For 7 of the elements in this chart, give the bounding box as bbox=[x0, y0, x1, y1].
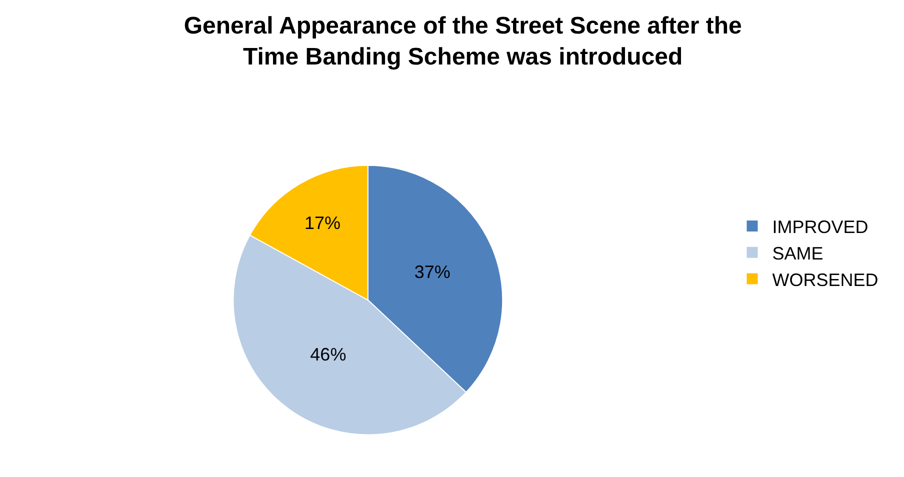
legend-label: IMPROVED bbox=[772, 217, 868, 238]
chart-title: General Appearance of the Street Scene after the Time Banding Scheme was introduced bbox=[184, 12, 742, 71]
legend-label: SAME bbox=[772, 243, 824, 264]
data-label: 37% bbox=[414, 262, 450, 282]
data-label: 46% bbox=[310, 344, 346, 365]
legend-label: WORSENED bbox=[772, 270, 878, 290]
data-label: 17% bbox=[304, 213, 341, 234]
